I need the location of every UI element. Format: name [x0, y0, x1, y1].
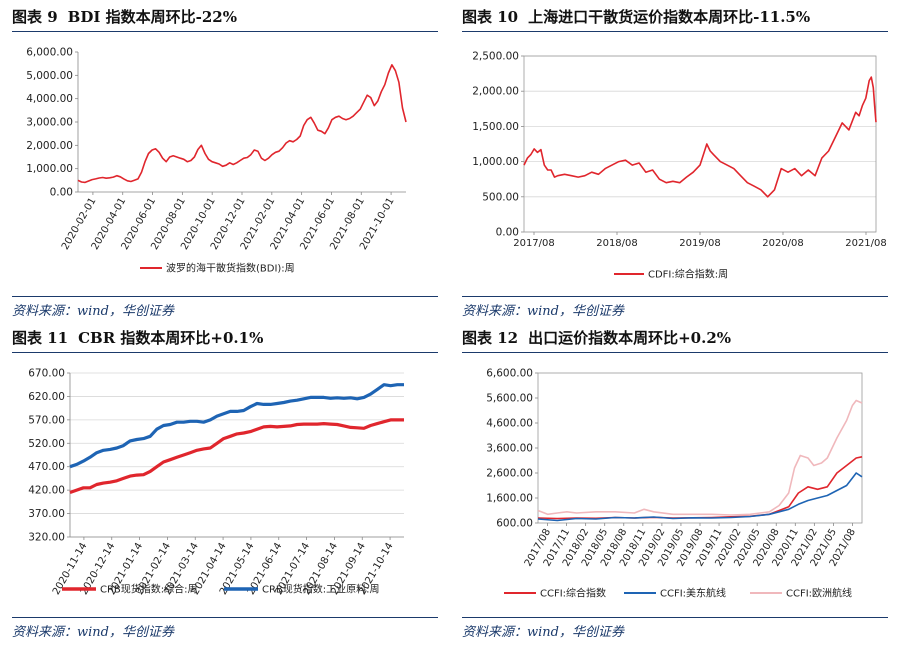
legend-label: CRB现货指数:综合:周 — [100, 583, 198, 596]
y-tick-label: 370.00 — [28, 508, 65, 520]
source-rule — [12, 296, 438, 297]
y-tick-label: 2,500.00 — [472, 51, 519, 63]
y-tick-label: 3,000.00 — [26, 117, 73, 129]
y-tick-label: 500.00 — [482, 191, 519, 203]
series-line-1 — [69, 383, 404, 469]
y-tick-label: 6,000.00 — [26, 47, 73, 59]
y-tick-label: 4,600.00 — [486, 418, 533, 430]
x-tick-label: 2017/08 — [513, 238, 555, 249]
x-tick-label: 2019/08 — [679, 238, 721, 249]
y-tick-label: 620.00 — [28, 391, 65, 403]
series-line-1 — [537, 472, 863, 522]
y-tick-label: 0.00 — [496, 227, 519, 239]
legend-label: CCFI:欧洲航线 — [786, 587, 852, 600]
figure-10-panel: 图表 10 上海进口干散货运价指数本周环比-11.5% 2,500.00 2,000… — [462, 6, 888, 324]
figure-label: 图表 9 — [12, 8, 58, 26]
figure-12-title: 图表 12 出口运价指数本周环比+0.2% — [462, 327, 888, 349]
y-tick-label: 1,000.00 — [26, 163, 73, 175]
series-line-0 — [523, 76, 877, 198]
figure-9-panel: 图表 9 BDI 指数本周环比-22% 5,000.00 4,000.00 3,000… — [12, 6, 438, 324]
bdi-line-chart: 5,000.00 4,000.00 3,000.00 2,000.00 1,000.00… — [26, 47, 407, 275]
series-line-2 — [537, 399, 863, 516]
figure-label: 图表 10 — [462, 8, 519, 26]
figure-10-title: 图表 10 上海进口干散货运价指数本周环比-11.5% — [462, 6, 888, 28]
source-rule — [462, 617, 888, 618]
y-tick-label: 520.00 — [28, 438, 65, 450]
figure-9-title: 图表 9 BDI 指数本周环比-22% — [12, 6, 438, 28]
legend-label: CDFI:综合指数:周 — [648, 268, 728, 281]
y-tick-label: 4,000.00 — [26, 93, 73, 105]
figure-title-text: BDI 指数本周环比-22% — [67, 8, 237, 26]
y-tick-label: 570.00 — [28, 414, 65, 426]
title-rule — [462, 352, 888, 353]
figure-title-text: 出口运价指数本周环比+0.2% — [528, 329, 732, 347]
x-tick-label: 2021/08 — [845, 238, 887, 249]
figure-11-title: 图表 11 CBR 指数本周环比+0.1% — [12, 327, 438, 349]
y-tick-label: 320.00 — [28, 532, 65, 544]
y-tick-label: 5,000.00 — [26, 70, 73, 82]
plot-frame — [537, 372, 863, 524]
title-rule — [12, 352, 438, 353]
series-line-0 — [77, 64, 407, 184]
series-line-0 — [69, 418, 404, 495]
y-tick-label: 2,000.00 — [26, 140, 73, 152]
x-tick-label: 2018/08 — [596, 238, 638, 249]
source-rule — [12, 617, 438, 618]
y-tick-label: 2,600.00 — [486, 468, 533, 480]
y-tick-label: 1,600.00 — [486, 493, 533, 505]
y-tick-label: 600.00 — [496, 518, 533, 530]
figure-12-panel: 图表 12 出口运价指数本周环比+0.2% 6,600.00 5,600.00 4,6… — [462, 327, 888, 643]
title-rule — [462, 31, 888, 32]
ccfi-line-chart: 6,600.00 5,600.00 4,600.00 3,600.00 2,600.00… — [486, 368, 863, 600]
y-tick-label: 6,600.00 — [486, 368, 533, 380]
figure-title-text: 上海进口干散货运价指数本周环比-11.5% — [528, 8, 811, 26]
source-note: 资料来源：wind，华创证券 — [12, 625, 174, 640]
legend-label: CRB现货指数:工业原料:周 — [262, 583, 380, 596]
figure-11-panel: 图表 11 CBR 指数本周环比+0.1% 670.00 620.00 570.00 5… — [12, 327, 438, 643]
title-rule — [12, 31, 438, 32]
legend-label: CCFI:美东航线 — [660, 587, 726, 600]
source-note: 资料来源：wind，华创证券 — [462, 304, 624, 319]
source-rule — [462, 296, 888, 297]
y-tick-label: 3,600.00 — [486, 443, 533, 455]
y-tick-label: 1,000.00 — [472, 156, 519, 168]
plot-frame — [523, 55, 877, 233]
crb-line-chart: 670.00 620.00 570.00 520.00 470.00 420.00 370.… — [28, 368, 404, 597]
figure-title-text: CBR 指数本周环比+0.1% — [78, 329, 264, 347]
legend-label: 波罗的海干散货指数(BDI):周 — [166, 262, 295, 275]
y-tick-label: 5,600.00 — [486, 393, 533, 405]
y-tick-label: 0.00 — [50, 187, 73, 199]
y-tick-label: 420.00 — [28, 485, 65, 497]
y-tick-label: 2,000.00 — [472, 86, 519, 98]
y-tick-label: 470.00 — [28, 461, 65, 473]
y-tick-label: 1,500.00 — [472, 121, 519, 133]
figure-label: 图表 11 — [12, 329, 69, 347]
figure-label: 图表 12 — [462, 329, 519, 347]
source-note: 资料来源：wind，华创证券 — [12, 304, 174, 319]
y-tick-label: 670.00 — [28, 368, 65, 380]
x-tick-label: 2020/08 — [762, 238, 804, 249]
source-note: 资料来源：wind，华创证券 — [462, 625, 624, 640]
cdfi-line-chart: 2,500.00 2,000.00 1,500.00 1,000.00 500.00 0.… — [472, 51, 887, 281]
legend-label: CCFI:综合指数 — [540, 587, 606, 600]
